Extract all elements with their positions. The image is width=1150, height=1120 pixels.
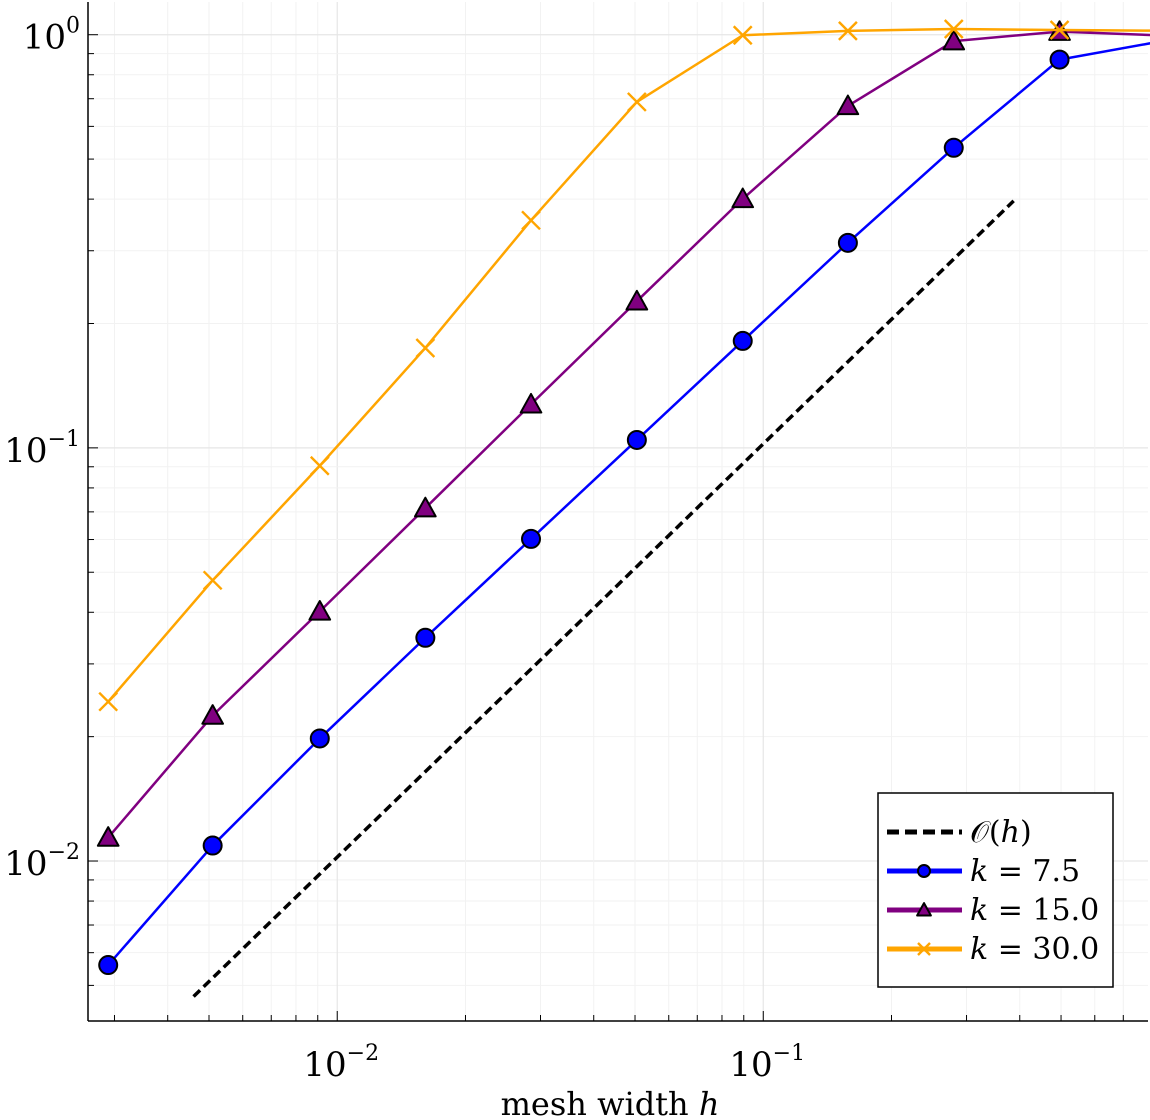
x-tick-base: 10 (303, 1045, 346, 1085)
marker-stroke (627, 92, 647, 112)
data-point-k-7-5-1 (202, 835, 223, 856)
data-point-k-7-5-3 (415, 627, 436, 648)
plot-area (96, 19, 1150, 998)
legend-entry-k-30-0: k = 30.0 (887, 932, 1099, 967)
data-point-k-15-0-3 (413, 496, 437, 518)
data-point-k-15-0-7 (836, 94, 860, 116)
data-point-k-30-0-1 (202, 570, 223, 591)
data-point-k-15-0-5 (625, 289, 649, 311)
data-point-k-7-5-4 (521, 528, 542, 549)
axes (87, 2, 1148, 1022)
legend-entry-k-15-0: k = 15.0 (887, 893, 1099, 928)
legend-label-part: = 15.0 (988, 893, 1099, 928)
marker-stroke (1049, 20, 1070, 40)
marker-stroke (98, 691, 119, 712)
data-point-k-30-0-7 (838, 21, 858, 41)
data-point-k-15-0-0 (96, 826, 120, 847)
data-point-k-15-0-2 (308, 600, 332, 621)
legend-label-part: ) (1020, 815, 1032, 850)
data-point-k-15-0-8 (942, 29, 966, 51)
data-point-k-30-0-8 (943, 19, 964, 39)
data-point-k-7-5-6 (732, 330, 753, 351)
legend-entry-k-7-5: k = 7.5 (887, 854, 1080, 889)
marker-stroke (521, 210, 541, 231)
legend-swatch-marker (916, 902, 932, 917)
y-tick-base: 10 (4, 431, 47, 471)
marker-stroke (309, 455, 330, 476)
data-point-k-30-0-4 (521, 210, 541, 231)
x-tick-label: 10−2 (303, 1041, 379, 1085)
x-axis-label: mesh width h (501, 1085, 720, 1120)
legend-label: k = 30.0 (970, 932, 1099, 967)
x-tick-exponent: −1 (773, 1041, 805, 1066)
legend-label: k = 7.5 (970, 854, 1080, 889)
series-line-k-30-0 (107, 27, 1150, 703)
y-tick-label: 100 (23, 14, 80, 58)
legend-label-var: k (970, 893, 988, 928)
data-point-k-7-5-0 (98, 955, 119, 976)
marker-stroke (917, 942, 931, 956)
data-point-k-7-5-7 (837, 232, 858, 253)
legend-label-part: 𝒪( (970, 815, 1001, 850)
legend-label: 𝒪(h) (970, 815, 1032, 850)
y-tick-base: 10 (4, 844, 47, 884)
y-tick-exponent: 0 (66, 14, 80, 39)
data-point-k-7-5-8 (943, 137, 964, 158)
marker-stroke (415, 338, 436, 358)
legend: 𝒪(h)k = 7.5k = 15.0k = 30.0 (877, 792, 1114, 988)
marker-stroke (732, 25, 753, 46)
legend-label: k = 15.0 (970, 893, 1099, 928)
legend-label-var: k (970, 932, 988, 967)
y-tick-exponent: −1 (48, 427, 80, 452)
data-point-k-15-0-1 (201, 704, 225, 725)
y-tick-label: 10−2 (4, 840, 80, 884)
data-point-k-30-0-9 (1049, 20, 1070, 40)
data-point-k-15-0-4 (519, 392, 543, 414)
data-point-k-30-0-5 (627, 92, 647, 112)
data-point-k-7-5-9 (1049, 49, 1070, 70)
data-point-k-30-0-3 (415, 338, 436, 358)
marker-stroke (202, 570, 223, 591)
legend-label-var: h (1001, 815, 1020, 850)
legend-entry-reference: 𝒪(h) (887, 815, 1032, 850)
legend-label-part: = 7.5 (988, 854, 1080, 889)
x-tick-base: 10 (729, 1045, 772, 1085)
data-point-k-30-0-2 (309, 455, 330, 476)
legend-label-var: k (970, 854, 988, 889)
x-tick-label: 10−1 (729, 1041, 805, 1085)
data-point-k-30-0-0 (98, 691, 119, 712)
y-tick-label: 10−1 (4, 427, 80, 471)
data-point-k-15-0-6 (731, 187, 755, 209)
data-point-k-7-5-5 (626, 429, 647, 450)
x-tick-exponent: −2 (347, 1041, 379, 1066)
legend-swatch-marker (917, 942, 931, 956)
data-point-k-30-0-6 (732, 25, 753, 46)
data-point-k-7-5-2 (309, 728, 330, 749)
legend-swatch-marker (917, 864, 931, 878)
y-tick-exponent: −2 (48, 840, 80, 865)
marker-stroke (943, 19, 964, 39)
legend-box (877, 792, 1114, 988)
y-tick-base: 10 (23, 18, 66, 58)
marker-stroke (838, 21, 858, 41)
legend-label-part: = 30.0 (988, 932, 1099, 967)
reference-line-O-h (192, 199, 1015, 998)
